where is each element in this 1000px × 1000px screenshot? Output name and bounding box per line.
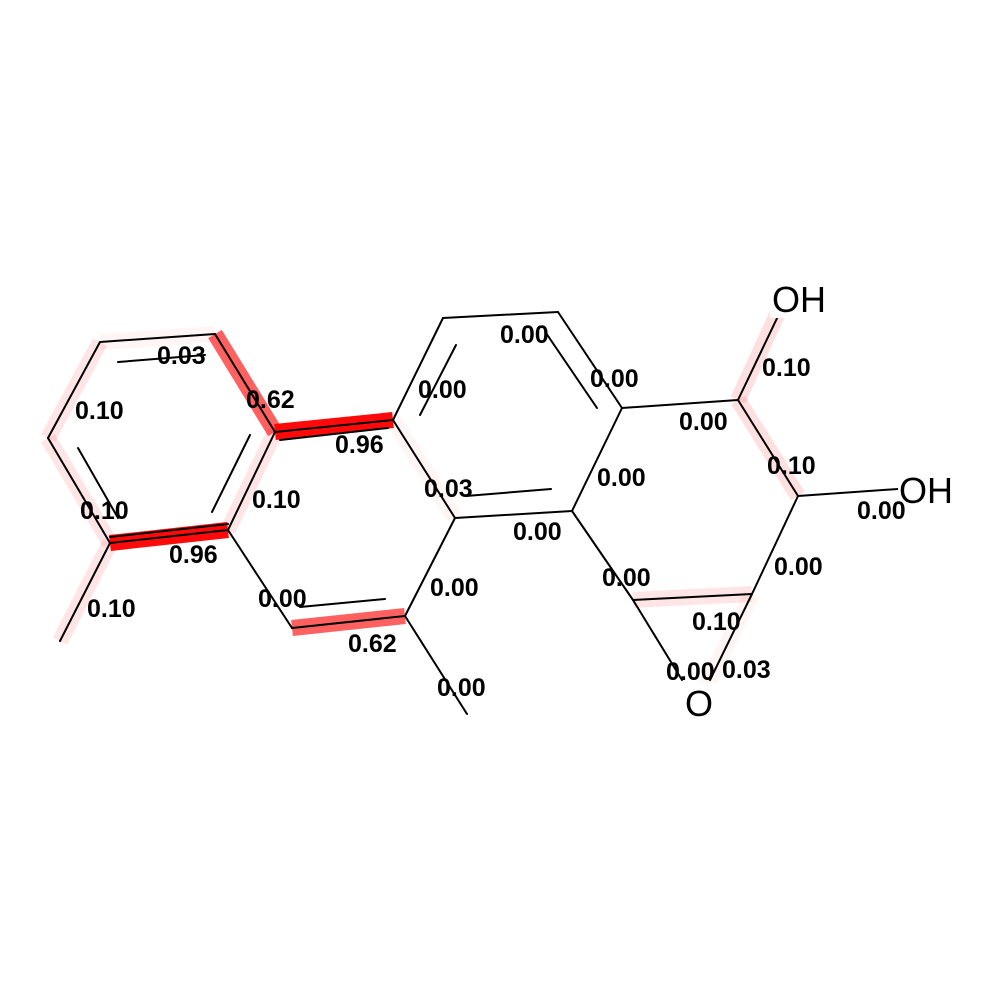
bond-weight-label: 0.00 (857, 497, 906, 525)
bond-weight-label: 0.96 (169, 541, 218, 569)
bond-weight-label: 0.00 (437, 674, 486, 702)
bond (77, 447, 119, 519)
bond (99, 333, 216, 343)
bond-weight-label: 0.00 (430, 574, 479, 602)
bond (557, 311, 623, 409)
bond-weight-label: 0.62 (348, 630, 397, 658)
weight-label-layer: 0.03 0.62 0.10 0.96 0.10 0.10 0.96 0.10 … (75, 321, 906, 702)
bond-weight-label: 0.00 (602, 564, 651, 592)
atom-label-epoxide-o: O (685, 683, 713, 724)
bond (274, 419, 394, 433)
atom-label-oh-right: OH (899, 470, 953, 511)
bond-weight-label: 0.00 (597, 464, 646, 492)
bond-layer (47, 311, 899, 715)
bond-weight-label: 0.62 (246, 386, 295, 414)
bond-weight-label: 0.00 (418, 376, 467, 404)
bond (621, 399, 739, 409)
bond (419, 344, 457, 416)
bond-weight-label: 0.10 (252, 486, 301, 514)
bond (571, 407, 623, 512)
bond-weight-label: 0.10 (692, 608, 741, 636)
bond (454, 510, 573, 519)
bond-weight-label: 0.10 (767, 452, 816, 480)
bond-weight-label: 0.00 (500, 321, 549, 349)
bond (214, 333, 276, 433)
bond-weight-label: 0.00 (513, 518, 562, 546)
bond (109, 529, 229, 544)
bond-weight-label: 0.03 (722, 656, 771, 684)
bond (465, 488, 552, 497)
bond (751, 495, 799, 595)
bond (737, 399, 799, 497)
bond (291, 615, 406, 629)
bond-weight-label: 0.03 (157, 342, 206, 370)
bond (442, 311, 559, 319)
bond-weight-label: 0.00 (258, 585, 307, 613)
bond-weight-label: 0.10 (80, 497, 129, 525)
bond (47, 341, 101, 439)
bond-weight-label: 0.00 (774, 553, 823, 581)
bond (109, 523, 229, 538)
bond (117, 354, 206, 363)
bond-weight-label: 0.10 (762, 354, 811, 382)
bond (47, 437, 111, 544)
bond (632, 593, 753, 601)
atom-layer: OH OH O (683, 279, 956, 724)
bond-weight-label: 0.00 (679, 408, 728, 436)
bond (392, 419, 456, 519)
bond (404, 615, 468, 715)
bond (299, 598, 386, 608)
bond-weight-label: 0.10 (87, 595, 136, 623)
bond (632, 599, 683, 681)
bond (59, 542, 111, 642)
bond (571, 510, 634, 601)
bond (737, 311, 781, 401)
bond-weight-label: 0.00 (590, 365, 639, 393)
bond (545, 332, 598, 409)
bond (227, 529, 293, 629)
bond (404, 517, 456, 617)
bond (392, 317, 444, 421)
bond (227, 431, 276, 531)
atom-label-oh-top: OH (772, 279, 826, 320)
bond-weight-label: 0.10 (75, 397, 124, 425)
bond (797, 488, 899, 497)
bond-weight-label: 0.03 (424, 475, 473, 503)
bond-weight-label: 0.96 (335, 431, 384, 459)
bond (211, 434, 251, 513)
bond (279, 427, 389, 441)
bond-weight-label: 0.00 (666, 658, 715, 686)
bond (709, 593, 753, 681)
